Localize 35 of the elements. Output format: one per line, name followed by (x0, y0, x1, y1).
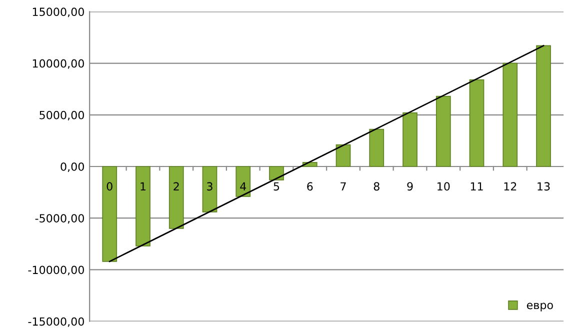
x-tick-label: 6 (307, 182, 313, 191)
bar (269, 166, 284, 180)
y-tick-label: 10000,00 (32, 59, 84, 69)
x-tick-label: 2 (174, 182, 179, 190)
y-tick-label: -5000,00 (35, 214, 84, 224)
y-tick-label: 5000,00 (40, 110, 84, 120)
x-tick-label: 11 (470, 182, 483, 190)
x-tick-label: 3 (207, 182, 212, 191)
bar (369, 128, 384, 167)
x-tick-label: 5 (274, 182, 280, 191)
bar (136, 166, 150, 246)
bar (536, 45, 551, 167)
y-tick-label: 0,00 (60, 162, 84, 172)
bar (236, 166, 251, 197)
x-tick-label: 7 (340, 182, 346, 190)
x-tick-label: 1 (140, 182, 146, 190)
bar (436, 96, 451, 167)
bar (102, 166, 118, 262)
bar (502, 62, 518, 167)
y-tick-label: -15000,00 (28, 317, 84, 327)
y-tick-label: -10000,00 (28, 266, 84, 276)
bar (336, 144, 351, 167)
x-tick-label: 8 (374, 182, 380, 191)
x-tick-label: 4 (240, 182, 246, 190)
y-tick-label: 15000,00 (32, 8, 84, 18)
legend-label: евро (526, 302, 553, 312)
bar (168, 166, 184, 229)
x-tick-label: 13 (538, 182, 550, 191)
bar (202, 166, 218, 212)
x-tick-label: 12 (504, 182, 516, 190)
bar (469, 79, 484, 167)
bar (402, 112, 418, 167)
x-tick-label: 0 (106, 182, 112, 191)
x-tick-label: 9 (407, 182, 413, 191)
x-tick-label: 10 (438, 182, 450, 191)
